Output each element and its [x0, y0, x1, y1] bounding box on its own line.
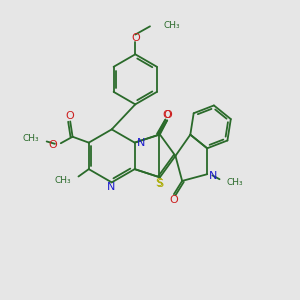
- Text: O: O: [163, 110, 172, 120]
- Text: N: N: [137, 138, 146, 148]
- Text: CH₃: CH₃: [23, 134, 40, 143]
- Text: CH₃: CH₃: [163, 21, 180, 30]
- Text: O: O: [131, 33, 140, 43]
- Text: S: S: [156, 179, 164, 189]
- Text: CH₃: CH₃: [55, 176, 71, 185]
- Text: O: O: [66, 111, 75, 121]
- Text: CH₃: CH₃: [227, 178, 244, 187]
- Text: S: S: [156, 178, 163, 188]
- Text: N: N: [107, 182, 115, 191]
- Text: N: N: [209, 171, 217, 181]
- Text: O: O: [163, 110, 172, 120]
- Text: O: O: [48, 140, 57, 150]
- Text: O: O: [169, 195, 178, 205]
